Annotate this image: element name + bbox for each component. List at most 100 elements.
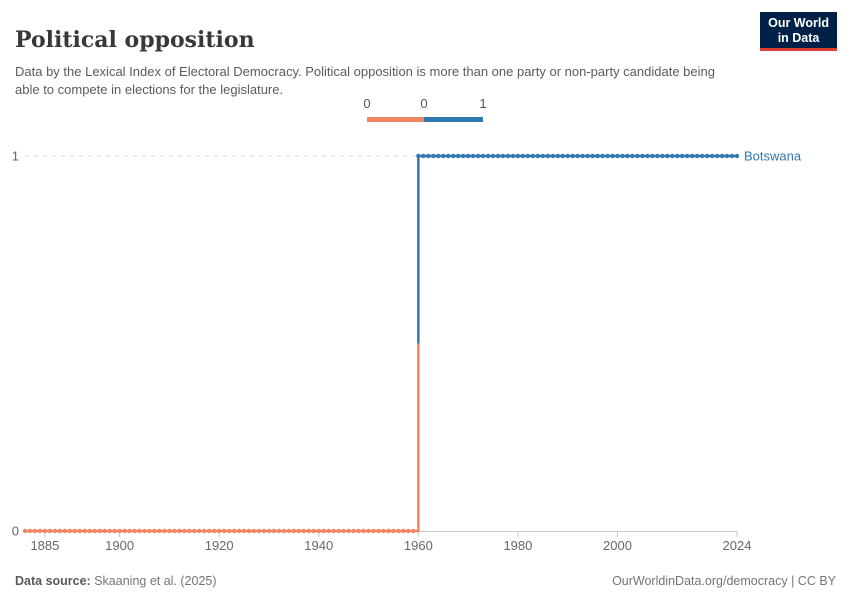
data-point[interactable] xyxy=(441,153,446,159)
data-point[interactable] xyxy=(595,153,600,159)
data-point[interactable] xyxy=(470,153,476,159)
data-point[interactable] xyxy=(640,153,645,159)
data-point[interactable] xyxy=(32,528,38,534)
data-point[interactable] xyxy=(620,153,625,159)
data-point[interactable] xyxy=(371,528,376,534)
data-point[interactable] xyxy=(356,528,361,534)
data-point[interactable] xyxy=(714,153,720,159)
data-point[interactable] xyxy=(286,528,292,534)
data-point[interactable] xyxy=(565,153,570,159)
data-point[interactable] xyxy=(675,153,680,159)
data-point[interactable] xyxy=(580,153,585,159)
data-point[interactable] xyxy=(431,153,436,159)
data-point[interactable] xyxy=(530,153,536,159)
data-point[interactable] xyxy=(550,153,555,159)
entity-label[interactable]: Botswana xyxy=(744,149,802,164)
data-point[interactable] xyxy=(212,528,217,534)
data-point[interactable] xyxy=(704,153,710,159)
data-point[interactable] xyxy=(202,528,207,534)
data-point[interactable] xyxy=(266,528,272,534)
data-point[interactable] xyxy=(560,153,565,159)
data-point[interactable] xyxy=(455,153,461,159)
data-point[interactable] xyxy=(555,153,560,159)
data-point[interactable] xyxy=(271,528,277,534)
data-point[interactable] xyxy=(585,153,590,159)
data-point[interactable] xyxy=(57,528,63,534)
data-point[interactable] xyxy=(396,528,401,534)
data-point[interactable] xyxy=(296,528,302,534)
data-point[interactable] xyxy=(147,528,152,534)
legend-bin-one[interactable] xyxy=(424,117,483,122)
data-point[interactable] xyxy=(610,153,615,159)
data-point[interactable] xyxy=(102,528,107,534)
data-point[interactable] xyxy=(52,528,58,534)
data-point[interactable] xyxy=(685,153,690,159)
data-point[interactable] xyxy=(510,153,516,159)
data-point[interactable] xyxy=(490,153,496,159)
data-point[interactable] xyxy=(226,528,232,534)
data-point[interactable] xyxy=(256,528,262,534)
data-point[interactable] xyxy=(689,153,695,159)
owid-logo[interactable]: Our World in Data xyxy=(760,12,837,51)
data-point[interactable] xyxy=(172,528,177,534)
data-point[interactable] xyxy=(246,528,252,534)
data-point[interactable] xyxy=(251,528,257,534)
data-point[interactable] xyxy=(316,528,321,534)
data-point[interactable] xyxy=(117,528,122,534)
data-point[interactable] xyxy=(112,528,117,534)
data-point[interactable] xyxy=(670,153,675,159)
data-point[interactable] xyxy=(92,528,97,534)
data-point[interactable] xyxy=(276,528,282,534)
data-point[interactable] xyxy=(421,153,426,159)
data-point[interactable] xyxy=(660,153,665,159)
data-point[interactable] xyxy=(525,153,531,159)
data-point[interactable] xyxy=(436,153,441,159)
data-point[interactable] xyxy=(600,153,605,159)
data-point[interactable] xyxy=(376,528,381,534)
data-point[interactable] xyxy=(207,528,212,534)
data-point[interactable] xyxy=(331,528,336,534)
data-point[interactable] xyxy=(540,153,546,159)
data-point[interactable] xyxy=(500,153,506,159)
data-point[interactable] xyxy=(291,528,297,534)
data-point[interactable] xyxy=(311,528,316,534)
data-point[interactable] xyxy=(734,153,740,159)
data-point[interactable] xyxy=(341,528,346,534)
data-point[interactable] xyxy=(122,528,127,534)
data-point[interactable] xyxy=(520,153,526,159)
data-point[interactable] xyxy=(346,528,351,534)
data-point[interactable] xyxy=(42,528,48,534)
data-point[interactable] xyxy=(401,528,406,534)
data-point[interactable] xyxy=(391,528,396,534)
data-point[interactable] xyxy=(177,528,182,534)
data-point[interactable] xyxy=(231,528,237,534)
data-point[interactable] xyxy=(450,153,456,159)
data-point[interactable] xyxy=(192,528,197,534)
data-point[interactable] xyxy=(465,153,471,159)
data-point[interactable] xyxy=(625,153,630,159)
data-point[interactable] xyxy=(605,153,610,159)
data-point[interactable] xyxy=(650,153,655,159)
data-point[interactable] xyxy=(162,528,167,534)
data-point[interactable] xyxy=(719,153,725,159)
data-point[interactable] xyxy=(460,153,466,159)
data-point[interactable] xyxy=(680,153,685,159)
data-point[interactable] xyxy=(495,153,501,159)
data-point[interactable] xyxy=(142,528,147,534)
data-point[interactable] xyxy=(575,153,580,159)
data-point[interactable] xyxy=(709,153,715,159)
data-point[interactable] xyxy=(416,153,421,159)
data-point[interactable] xyxy=(47,528,53,534)
footer-link[interactable]: OurWorldinData.org/democracy | CC BY xyxy=(612,574,836,588)
data-point[interactable] xyxy=(480,153,486,159)
data-point[interactable] xyxy=(426,153,431,159)
data-point[interactable] xyxy=(381,528,386,534)
data-point[interactable] xyxy=(635,153,640,159)
data-point[interactable] xyxy=(306,528,312,534)
data-point[interactable] xyxy=(137,528,142,534)
data-point[interactable] xyxy=(281,528,287,534)
data-point[interactable] xyxy=(655,153,660,159)
data-point[interactable] xyxy=(197,528,202,534)
line-segment-one[interactable] xyxy=(417,154,737,344)
data-point[interactable] xyxy=(301,528,307,534)
